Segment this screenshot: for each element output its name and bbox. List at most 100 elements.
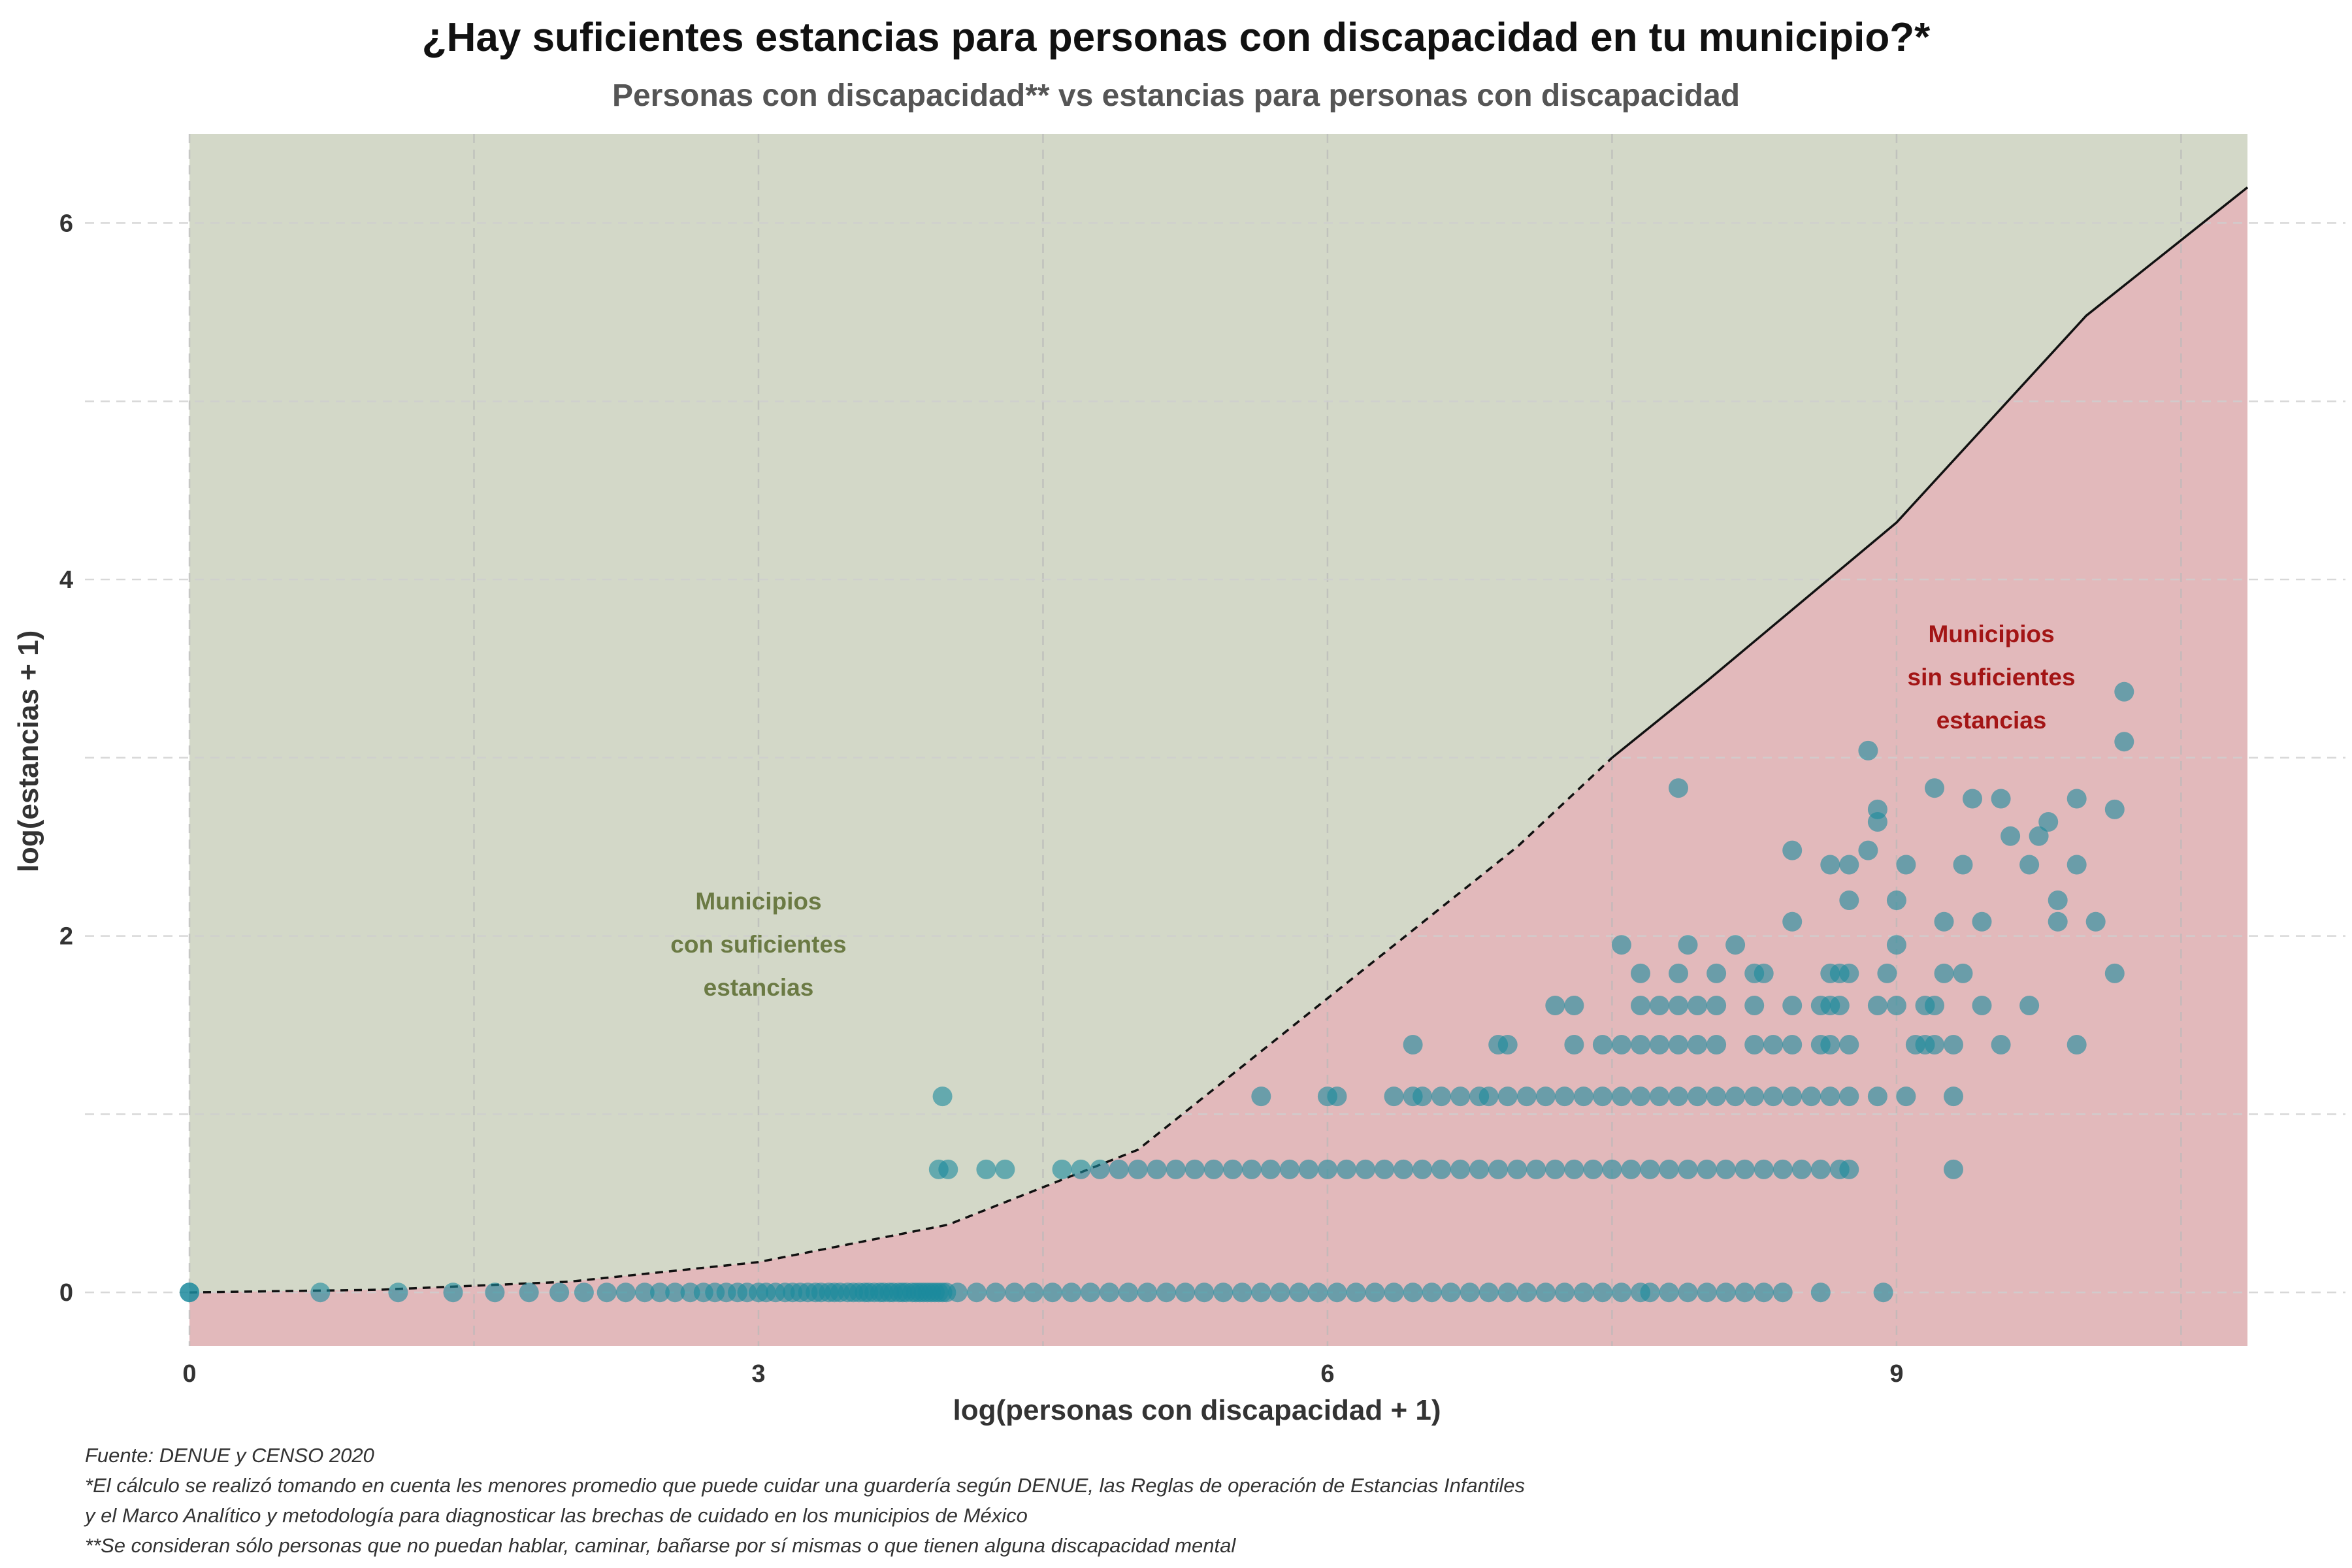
data-point-80	[1460, 1282, 1480, 1303]
data-point-130	[1545, 1159, 1565, 1179]
data-point-249	[1953, 855, 1973, 875]
data-point-56	[1004, 1282, 1024, 1303]
data-point-134	[1621, 1159, 1641, 1179]
data-point-152	[1384, 1086, 1404, 1107]
data-point-170	[1707, 1086, 1727, 1107]
data-point-67	[1213, 1282, 1233, 1303]
data-point-97	[1772, 1282, 1793, 1303]
data-point-202	[1991, 1035, 2011, 1054]
data-point-243	[1839, 890, 1859, 910]
footnote-3: **Se consideran sólo personas que no pue…	[85, 1534, 1236, 1557]
footnote-source: Fuente: DENUE y CENSO 2020	[85, 1444, 374, 1467]
data-point-265	[1858, 740, 1878, 760]
data-point-122	[1394, 1159, 1414, 1179]
y-tick-label-0: 0	[59, 1279, 73, 1307]
data-point-132	[1583, 1159, 1603, 1179]
data-point-191	[1707, 1035, 1727, 1054]
data-point-74	[1346, 1282, 1366, 1303]
data-point-90	[1640, 1282, 1660, 1303]
data-point-181	[1403, 1035, 1423, 1054]
data-point-10	[650, 1282, 670, 1303]
data-point-112	[1203, 1159, 1224, 1179]
data-point-147	[1944, 1159, 1963, 1179]
data-point-11	[665, 1282, 685, 1303]
data-point-79	[1441, 1282, 1461, 1303]
data-point-55	[985, 1282, 1005, 1303]
data-point-106	[1090, 1159, 1110, 1179]
data-point-233	[2104, 963, 2125, 983]
data-point-262	[2066, 789, 2087, 809]
data-point-162	[1554, 1086, 1575, 1107]
data-point-166	[1631, 1086, 1650, 1107]
data-point-206	[1631, 996, 1650, 1015]
data-point-215	[1829, 996, 1850, 1015]
data-point-248	[1896, 855, 1916, 875]
data-point-115	[1260, 1159, 1281, 1179]
data-point-102	[976, 1159, 996, 1179]
data-point-73	[1327, 1282, 1347, 1303]
data-point-164	[1592, 1086, 1612, 1107]
data-point-246	[1820, 855, 1840, 875]
data-point-91	[1659, 1282, 1679, 1303]
data-point-116	[1279, 1159, 1299, 1179]
data-point-88	[1611, 1282, 1631, 1303]
region-label-0-line-2: estancias	[704, 974, 814, 1001]
data-point-175	[1801, 1086, 1821, 1107]
data-point-109	[1147, 1159, 1167, 1179]
data-point-137	[1678, 1159, 1698, 1179]
data-point-242	[2085, 911, 2106, 932]
data-point-135	[1640, 1159, 1660, 1179]
data-point-76	[1384, 1282, 1404, 1303]
data-point-119	[1337, 1159, 1356, 1179]
data-point-220	[1972, 996, 1992, 1015]
data-point-237	[1886, 935, 1906, 955]
data-point-174	[1782, 1086, 1803, 1107]
region-sufficient	[189, 134, 2247, 1293]
x-tick-label-0: 0	[182, 1360, 196, 1388]
data-point-101	[938, 1159, 958, 1179]
data-point-70	[1270, 1282, 1290, 1303]
data-point-192	[1744, 1035, 1765, 1054]
data-point-159	[1497, 1086, 1518, 1107]
data-point-184	[1564, 1035, 1584, 1054]
y-axis-label: log(estancias + 1)	[12, 630, 44, 872]
data-point-203	[2066, 1035, 2087, 1054]
data-point-217	[1886, 996, 1906, 1015]
data-point-123	[1413, 1159, 1433, 1179]
data-point-204	[1545, 996, 1565, 1015]
data-point-210	[1707, 996, 1727, 1015]
data-point-161	[1535, 1086, 1556, 1107]
data-point-266	[2114, 732, 2134, 752]
data-point-128	[1507, 1159, 1527, 1179]
data-point-148	[932, 1086, 953, 1107]
data-point-61	[1100, 1282, 1120, 1303]
data-point-68	[1232, 1282, 1252, 1303]
region-label-1-line-0: Municipios	[1928, 621, 2054, 647]
data-point-141	[1754, 1159, 1774, 1179]
data-point-58	[1043, 1282, 1062, 1303]
data-point-136	[1659, 1159, 1679, 1179]
data-point-155	[1431, 1086, 1452, 1107]
data-point-83	[1516, 1282, 1537, 1303]
data-point-241	[2048, 911, 2068, 932]
data-point-82	[1497, 1282, 1518, 1303]
region-label-0-line-0: Municipios	[695, 888, 821, 915]
data-point-86	[1573, 1282, 1593, 1303]
data-point-59	[1062, 1282, 1081, 1303]
data-point-194	[1782, 1035, 1803, 1054]
data-point-108	[1128, 1159, 1148, 1179]
data-point-7	[596, 1282, 617, 1303]
region-insufficient	[189, 187, 2247, 1346]
data-point-168	[1669, 1086, 1688, 1107]
data-point-163	[1573, 1086, 1593, 1107]
region-label-1-line-1: sin suficientes	[1908, 664, 2076, 691]
footnotes: Fuente: DENUE y CENSO 2020 *El cálculo s…	[85, 1441, 1525, 1561]
data-point-257	[2038, 812, 2059, 832]
data-point-117	[1298, 1159, 1318, 1179]
data-point-263	[1669, 778, 1688, 798]
threshold-line-dashed	[189, 757, 1613, 1294]
data-point-54	[966, 1282, 987, 1303]
data-point-63	[1137, 1282, 1158, 1303]
y-tick-label-3: 6	[59, 210, 73, 237]
